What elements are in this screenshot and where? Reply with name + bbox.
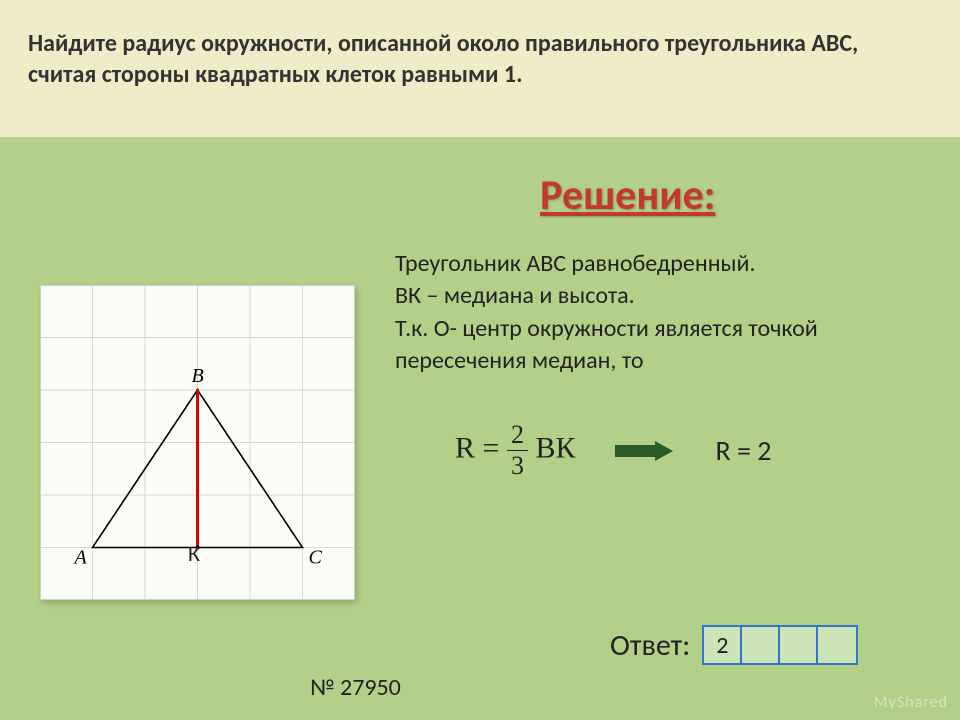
answer-cell [742, 627, 780, 663]
formula-row: R = 2 3 ВК R = 2 [455, 420, 771, 481]
fraction-denominator: 3 [507, 451, 528, 481]
slide: Найдите радиус окружности, описанной око… [0, 0, 960, 720]
svg-text:A: A [73, 547, 88, 569]
fraction-numerator: 2 [507, 420, 528, 451]
formula-lhs: R = [455, 431, 499, 464]
answer-cell [780, 627, 818, 663]
watermark: MyShared [874, 693, 948, 712]
formula: R = 2 3 ВК [455, 420, 575, 481]
fraction: 2 3 [507, 420, 528, 481]
answer-cell: 2 [704, 627, 742, 663]
answer-row: Ответ: 2 [610, 625, 858, 665]
svg-text:B: B [192, 365, 204, 387]
solution-heading: Решение: [540, 170, 715, 221]
answer-label: Ответ: [610, 627, 690, 664]
vertex-label-k: К [188, 540, 200, 567]
answer-cell [818, 627, 856, 663]
result: R = 2 [715, 433, 771, 468]
solution-text: Треугольник АВС равнобедренный. ВК – мед… [395, 248, 930, 378]
formula-rhs: ВК [535, 431, 575, 464]
arrow-icon [615, 441, 675, 461]
problem-statement: Найдите радиус окружности, описанной око… [28, 28, 920, 90]
problem-number: № 27950 [310, 673, 401, 702]
answer-boxes: 2 [702, 625, 858, 665]
svg-text:C: C [309, 547, 323, 569]
